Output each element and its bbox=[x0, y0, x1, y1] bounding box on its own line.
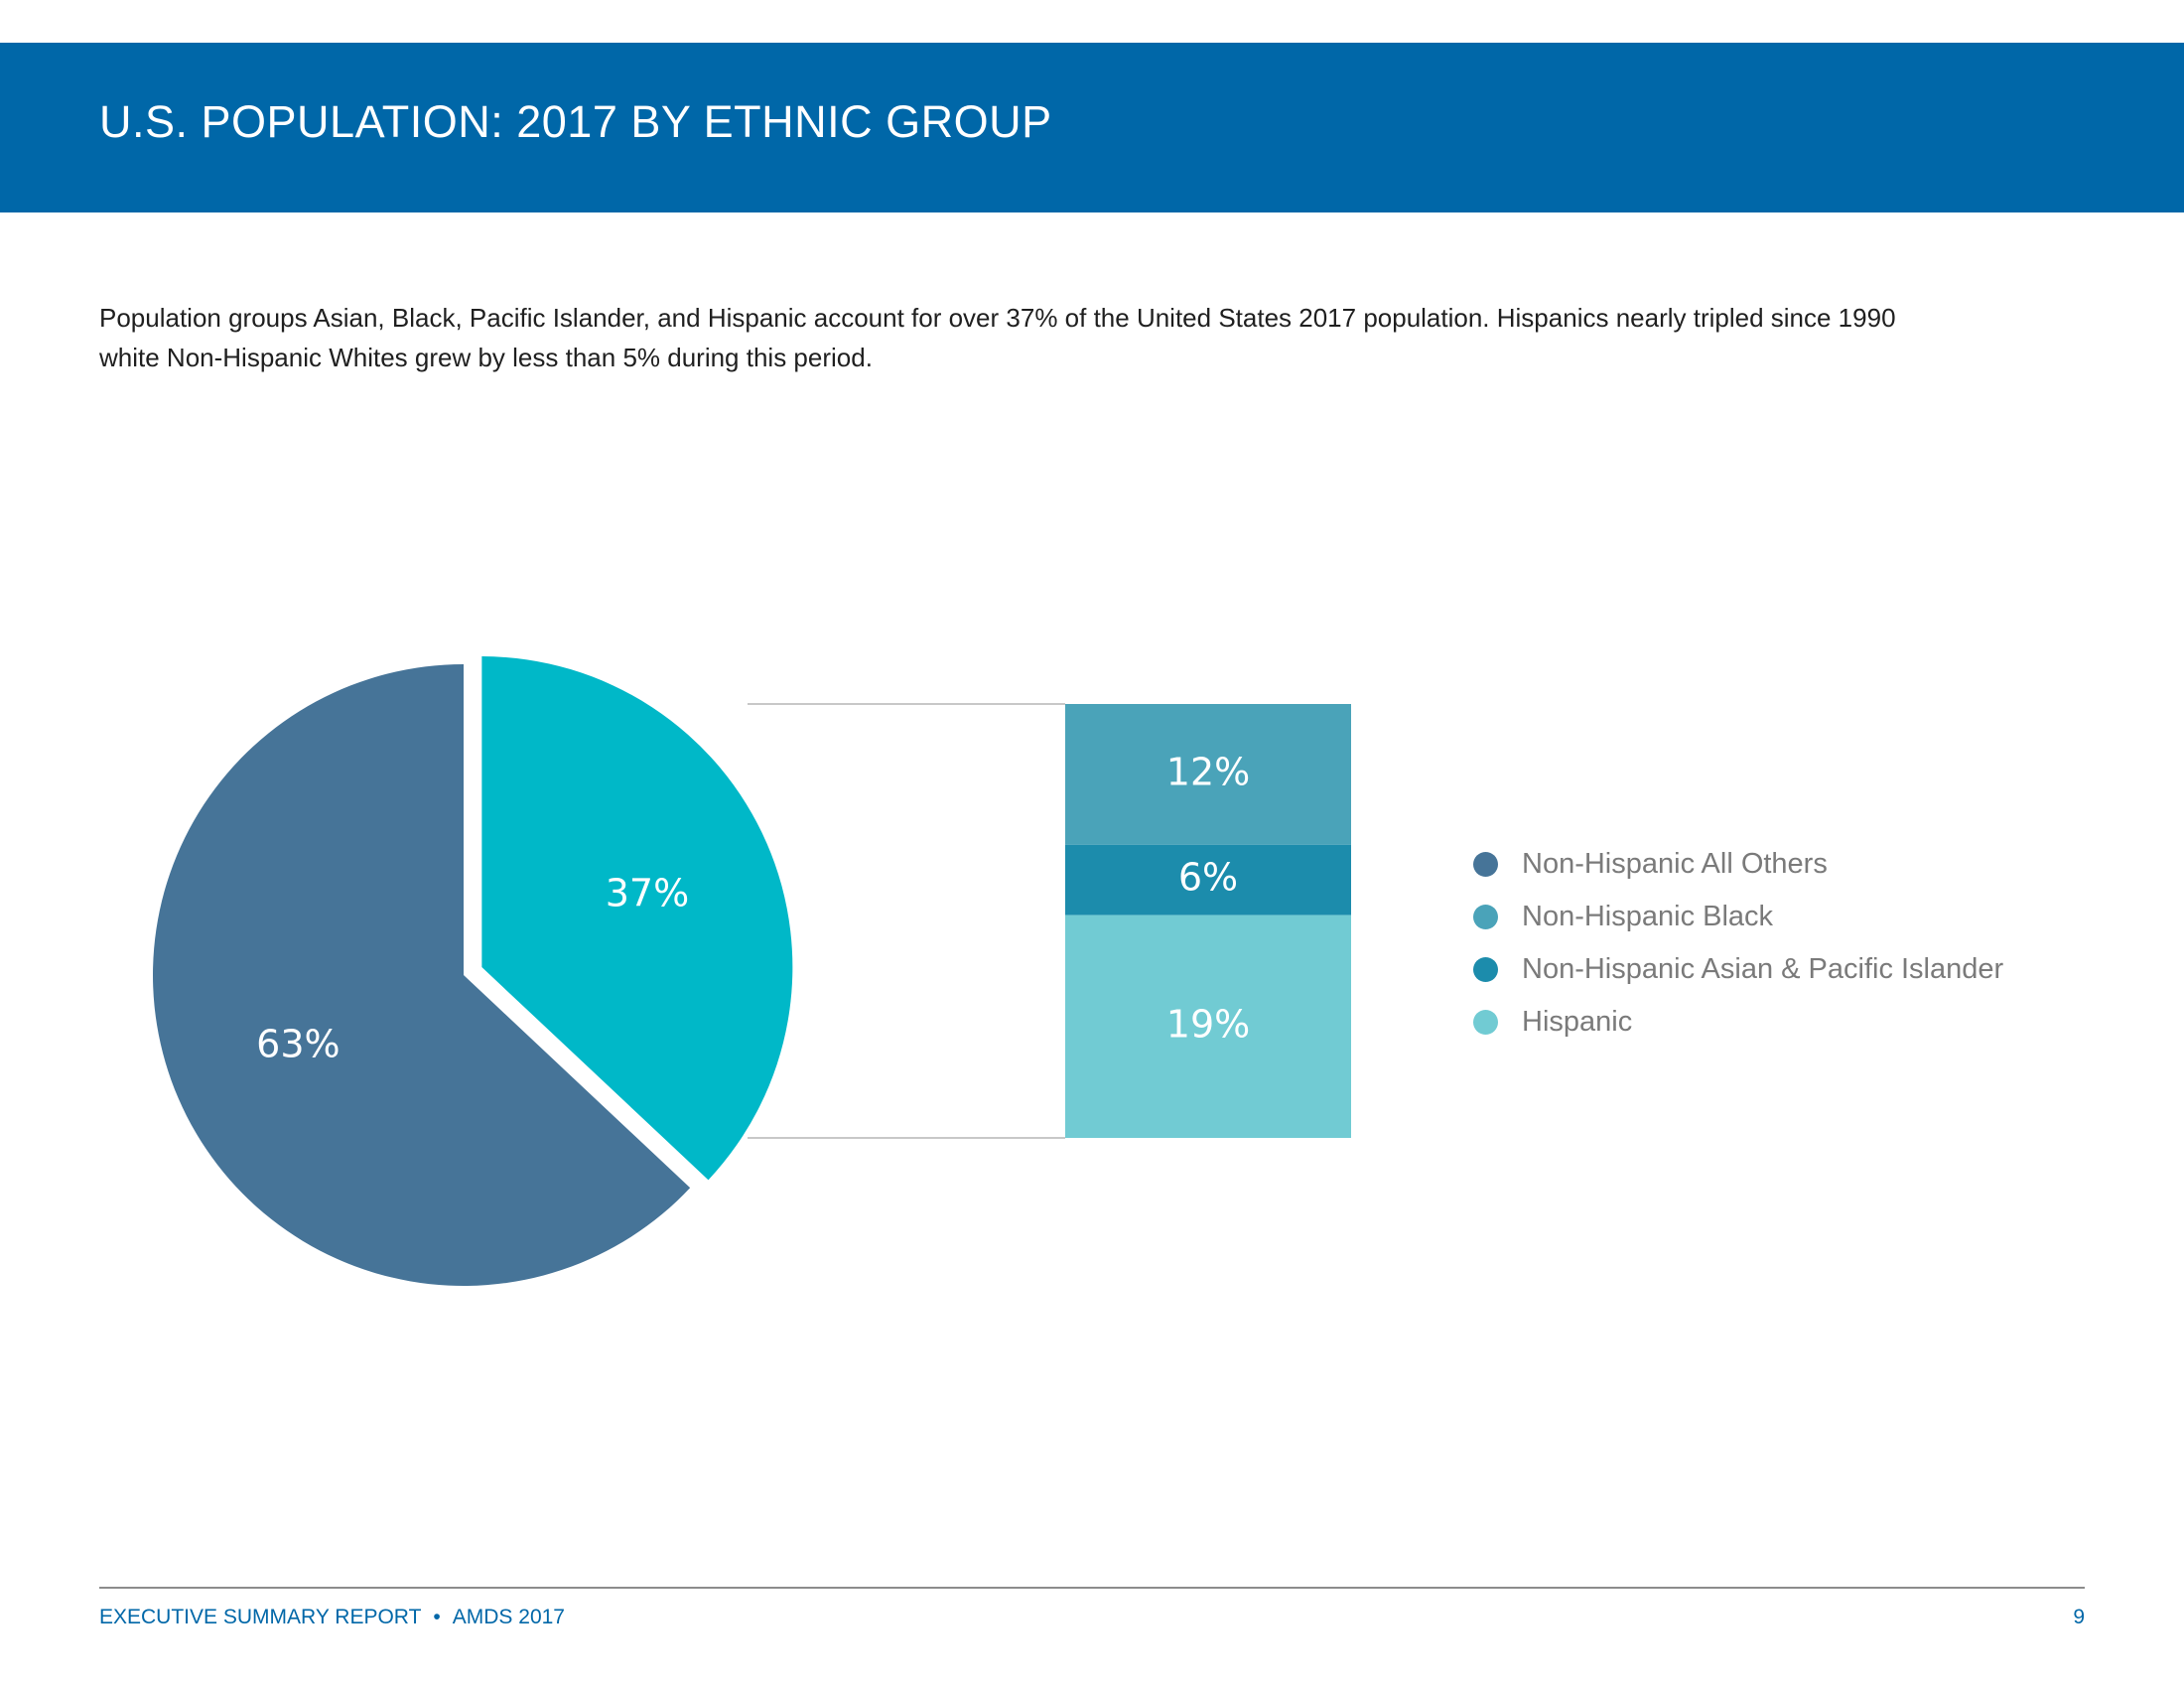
footer-divider bbox=[99, 1587, 2085, 1589]
page-number: 9 bbox=[2073, 1606, 2085, 1628]
bar-label-6: 6% bbox=[1178, 856, 1238, 900]
legend-item: Non-Hispanic All Others bbox=[1473, 838, 2003, 891]
legend-label: Non-Hispanic All Others bbox=[1522, 848, 1828, 880]
pie-slice-37 bbox=[481, 656, 793, 1181]
bar-label-12: 12% bbox=[1166, 750, 1250, 793]
bar-segment-12 bbox=[1065, 704, 1351, 845]
legend-swatch-icon bbox=[1473, 852, 1498, 877]
pie-label-63: 63% bbox=[256, 1023, 340, 1066]
breakdown-bar: 12% 6% 19% bbox=[1065, 704, 1351, 1138]
chart: 37% 63% 12% 6% 19% bbox=[152, 656, 1351, 1286]
legend-label: Non-Hispanic Black bbox=[1522, 901, 1774, 932]
legend-item: Hispanic bbox=[1473, 996, 2003, 1049]
footer-label: EXECUTIVE SUMMARY REPORT • AMDS 2017 bbox=[99, 1606, 565, 1629]
intro-paragraph: Population groups Asian, Black, Pacific … bbox=[99, 298, 2085, 377]
legend-swatch-icon bbox=[1473, 957, 1498, 982]
chart-legend: Non-Hispanic All Others Non-Hispanic Blac… bbox=[1473, 838, 2003, 1049]
footer-separator: • bbox=[433, 1606, 441, 1628]
page-title: U.S. POPULATION: 2017 BY ETHNIC GROUP bbox=[99, 96, 1052, 147]
legend-item: Non-Hispanic Asian & Pacific Islander bbox=[1473, 943, 2003, 996]
pie-chart: 37% 63% bbox=[152, 656, 793, 1286]
legend-swatch-icon bbox=[1473, 1010, 1498, 1035]
footer-edition: AMDS 2017 bbox=[452, 1606, 565, 1628]
pie-slice-63 bbox=[152, 664, 691, 1286]
legend-swatch-icon bbox=[1473, 905, 1498, 929]
intro-line-1: Population groups Asian, Black, Pacific … bbox=[99, 303, 1896, 333]
bar-segment-6 bbox=[1065, 844, 1351, 915]
header-band bbox=[0, 43, 2184, 212]
connector-lines bbox=[748, 703, 1065, 1139]
legend-item: Non-Hispanic Black bbox=[1473, 891, 2003, 943]
intro-line-2: white Non-Hispanic Whites grew by less t… bbox=[99, 343, 873, 372]
pie-label-37: 37% bbox=[606, 871, 689, 914]
legend-label: Non-Hispanic Asian & Pacific Islander bbox=[1522, 953, 2004, 985]
bar-label-19: 19% bbox=[1166, 1002, 1250, 1046]
legend-label: Hispanic bbox=[1522, 1006, 1633, 1038]
bar-segment-19 bbox=[1065, 914, 1351, 1138]
footer-report-name: EXECUTIVE SUMMARY REPORT bbox=[99, 1606, 422, 1628]
